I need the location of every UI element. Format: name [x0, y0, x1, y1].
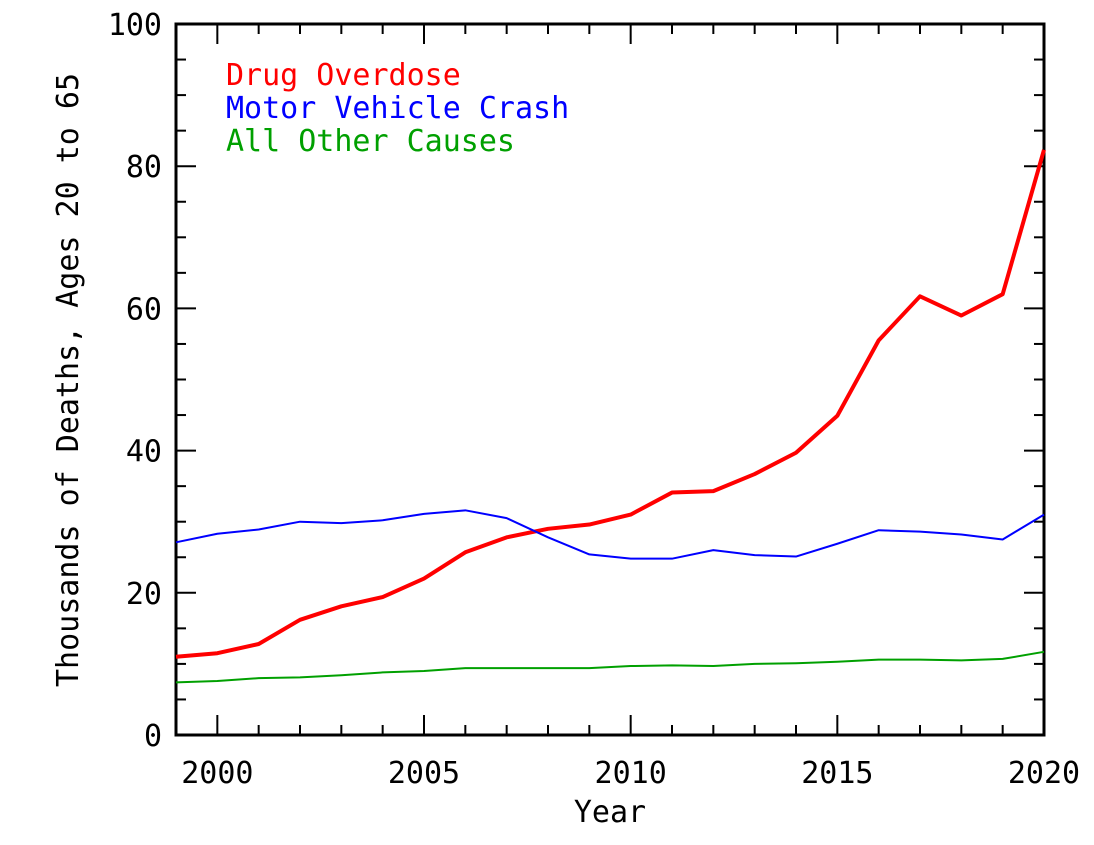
x-tick-label: 2010: [595, 756, 667, 791]
y-tick-label: 0: [144, 719, 162, 754]
x-tick-label: 2000: [181, 756, 253, 791]
series-lines: [175, 149, 1046, 684]
y-axis-title: Thousands of Deaths, Ages 20 to 65: [51, 73, 86, 687]
series-line-all-other-causes: [175, 650, 1045, 684]
x-axis-title: Year: [574, 795, 646, 830]
legend-entry-drug-overdose: Drug Overdose: [226, 58, 461, 93]
y-tick-label: 20: [126, 577, 162, 612]
axis-ticks: [175, 23, 1045, 736]
y-tick-label: 80: [126, 150, 162, 185]
x-tick-label: 2005: [388, 756, 460, 791]
x-tick-label: 2015: [801, 756, 873, 791]
series-line-motor-vehicle-crash: [175, 509, 1045, 560]
x-tick-label: 2020: [1008, 756, 1080, 791]
legend-entry-all-other-causes: All Other Causes: [226, 124, 515, 159]
legend-entry-motor-vehicle-crash: Motor Vehicle Crash: [226, 91, 569, 126]
y-tick-label: 100: [108, 8, 162, 43]
series-line-drug-overdose: [175, 149, 1046, 659]
y-tick-label: 40: [126, 435, 162, 470]
y-tick-label: 60: [126, 292, 162, 327]
axis-tick-labels: 2000 2005 2010 2015 2020 0 20 40 60 80 100: [108, 8, 1080, 791]
